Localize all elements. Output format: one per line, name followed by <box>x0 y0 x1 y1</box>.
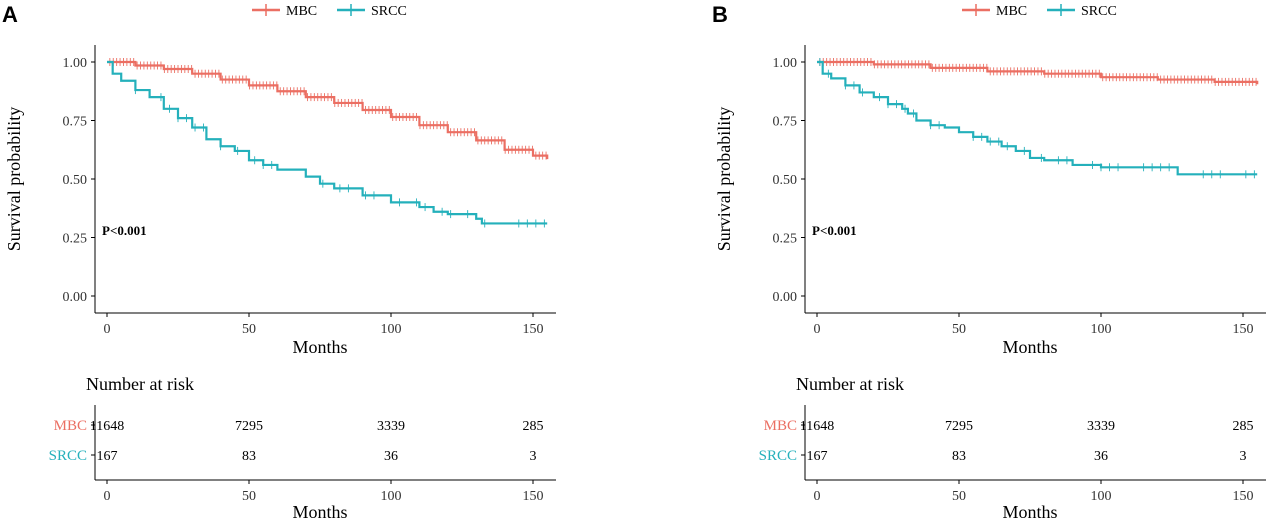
risk-cell-mbc: 3339 <box>1087 419 1115 434</box>
x-axis-title: Months <box>1002 337 1057 357</box>
risk-cell-srcc: 36 <box>1094 449 1108 464</box>
legend: MBC SRCC <box>252 4 407 19</box>
y-tick-label: 0.50 <box>773 173 798 188</box>
y-tick-label: 0.00 <box>63 290 88 305</box>
risk-x-axis-title: Months <box>1002 502 1057 518</box>
legend: MBC SRCC <box>962 4 1117 19</box>
p-value-annotation: P<0.001 <box>102 223 147 238</box>
risk-cell-mbc: 7295 <box>235 419 263 434</box>
x-tick-label: 50 <box>952 322 966 337</box>
y-tick-label: 0.75 <box>63 115 88 130</box>
risk-row-label-srcc: SRCC <box>49 448 87 464</box>
risk-cell-srcc: 167 <box>807 449 828 464</box>
x-tick-label: 0 <box>104 322 111 337</box>
risk-row-label-mbc: MBC <box>764 418 797 434</box>
y-tick-label: 0.50 <box>63 173 88 188</box>
series-srcc <box>107 62 547 227</box>
y-axis-title: Survival probability <box>714 107 734 251</box>
risk-x-tick-label: 150 <box>523 489 544 504</box>
risk-x-tick-label: 0 <box>814 489 821 504</box>
x-tick-label: 100 <box>1091 322 1112 337</box>
risk-x-tick-label: 100 <box>1091 489 1112 504</box>
risk-row-label-srcc: SRCC <box>759 448 797 464</box>
risk-cell-mbc: 11648 <box>800 419 834 434</box>
legend-label-srcc: SRCC <box>1081 4 1117 19</box>
risk-cell-srcc: 36 <box>384 449 398 464</box>
risk-cell-srcc: 83 <box>952 449 966 464</box>
risk-x-tick-label: 100 <box>381 489 402 504</box>
x-tick-label: 0 <box>814 322 821 337</box>
risk-x-tick-label: 0 <box>104 489 111 504</box>
y-tick-label: 1.00 <box>63 56 88 71</box>
x-tick-label: 150 <box>523 322 544 337</box>
risk-cell-srcc: 3 <box>530 449 537 464</box>
risk-cell-mbc: 7295 <box>945 419 973 434</box>
x-axis-title: Months <box>292 337 347 357</box>
panel-label: A <box>2 2 18 27</box>
risk-cell-srcc: 167 <box>97 449 118 464</box>
risk-row-label-mbc: MBC <box>54 418 87 434</box>
y-tick-label: 1.00 <box>773 56 798 71</box>
risk-cell-mbc: 11648 <box>90 419 124 434</box>
x-tick-label: 150 <box>1233 322 1254 337</box>
y-tick-label: 0.75 <box>773 115 798 130</box>
y-tick-label: 0.25 <box>773 232 798 247</box>
risk-cell-mbc: 285 <box>523 419 544 434</box>
p-value-annotation: P<0.001 <box>812 223 857 238</box>
y-tick-label: 0.00 <box>773 290 798 305</box>
series-mbc <box>817 58 1257 86</box>
panel-label: B <box>712 2 728 27</box>
y-axis-title: Survival probability <box>4 107 24 251</box>
survival-curve-mbc <box>107 62 547 159</box>
risk-cell-srcc: 3 <box>1240 449 1247 464</box>
legend-label-mbc: MBC <box>996 4 1027 19</box>
risk-cell-mbc: 3339 <box>377 419 405 434</box>
km-figure: A MBC SRCC 0.00 0.25 0.50 0.75 1.00 0 50 100 150 Mon… <box>0 0 1268 518</box>
risk-cell-mbc: 285 <box>1233 419 1254 434</box>
legend-label-mbc: MBC <box>286 4 317 19</box>
risk-x-tick-label: 50 <box>952 489 966 504</box>
x-tick-label: 50 <box>242 322 256 337</box>
risk-x-axis-title: Months <box>292 502 347 518</box>
risk-cell-srcc: 83 <box>242 449 256 464</box>
risk-table-title: Number at risk <box>796 374 904 394</box>
risk-x-tick-label: 50 <box>242 489 256 504</box>
y-tick-label: 0.25 <box>63 232 88 247</box>
panel-b: B MBC SRCC 0.00 0.25 0.50 0.75 1.00 0 50 100 150 Mon… <box>712 2 1266 518</box>
x-tick-label: 100 <box>381 322 402 337</box>
risk-table-title: Number at risk <box>86 374 194 394</box>
panel-a: A MBC SRCC 0.00 0.25 0.50 0.75 1.00 0 50 100 150 Mon… <box>2 2 556 518</box>
risk-x-tick-label: 150 <box>1233 489 1254 504</box>
legend-label-srcc: SRCC <box>371 4 407 19</box>
